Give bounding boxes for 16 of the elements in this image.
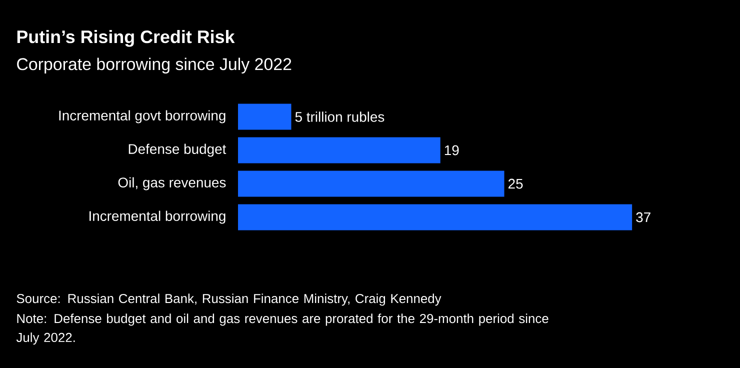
bar [238, 170, 504, 197]
y-tick-label: Oil, gas revenues [118, 177, 226, 190]
text: Note: Defense budget and oil and gas revenues are prorated for the 29-month period since July 2022. [16, 314, 548, 345]
bar [238, 104, 292, 130]
source-note: Source: Russian Central Bank, Russian Finance Ministry, Craig Kennedy [16, 294, 442, 306]
bar [238, 204, 632, 230]
chart-title: Putin’s Rising Credit Risk [17, 30, 235, 47]
data-label: 19 [444, 145, 459, 156]
chart-subtitle: Corporate borrowing since July 2022 [17, 58, 292, 74]
y-tick-label: Incremental govt borrowing [59, 110, 226, 124]
bar [238, 137, 440, 164]
data-label: 37 [636, 212, 650, 222]
y-tick-label: Defense budget [128, 144, 226, 157]
data-label: 5 trillion rubles [295, 112, 384, 122]
data-label: 25 [508, 178, 523, 189]
y-tick-label: Incremental borrowing [90, 210, 226, 224]
